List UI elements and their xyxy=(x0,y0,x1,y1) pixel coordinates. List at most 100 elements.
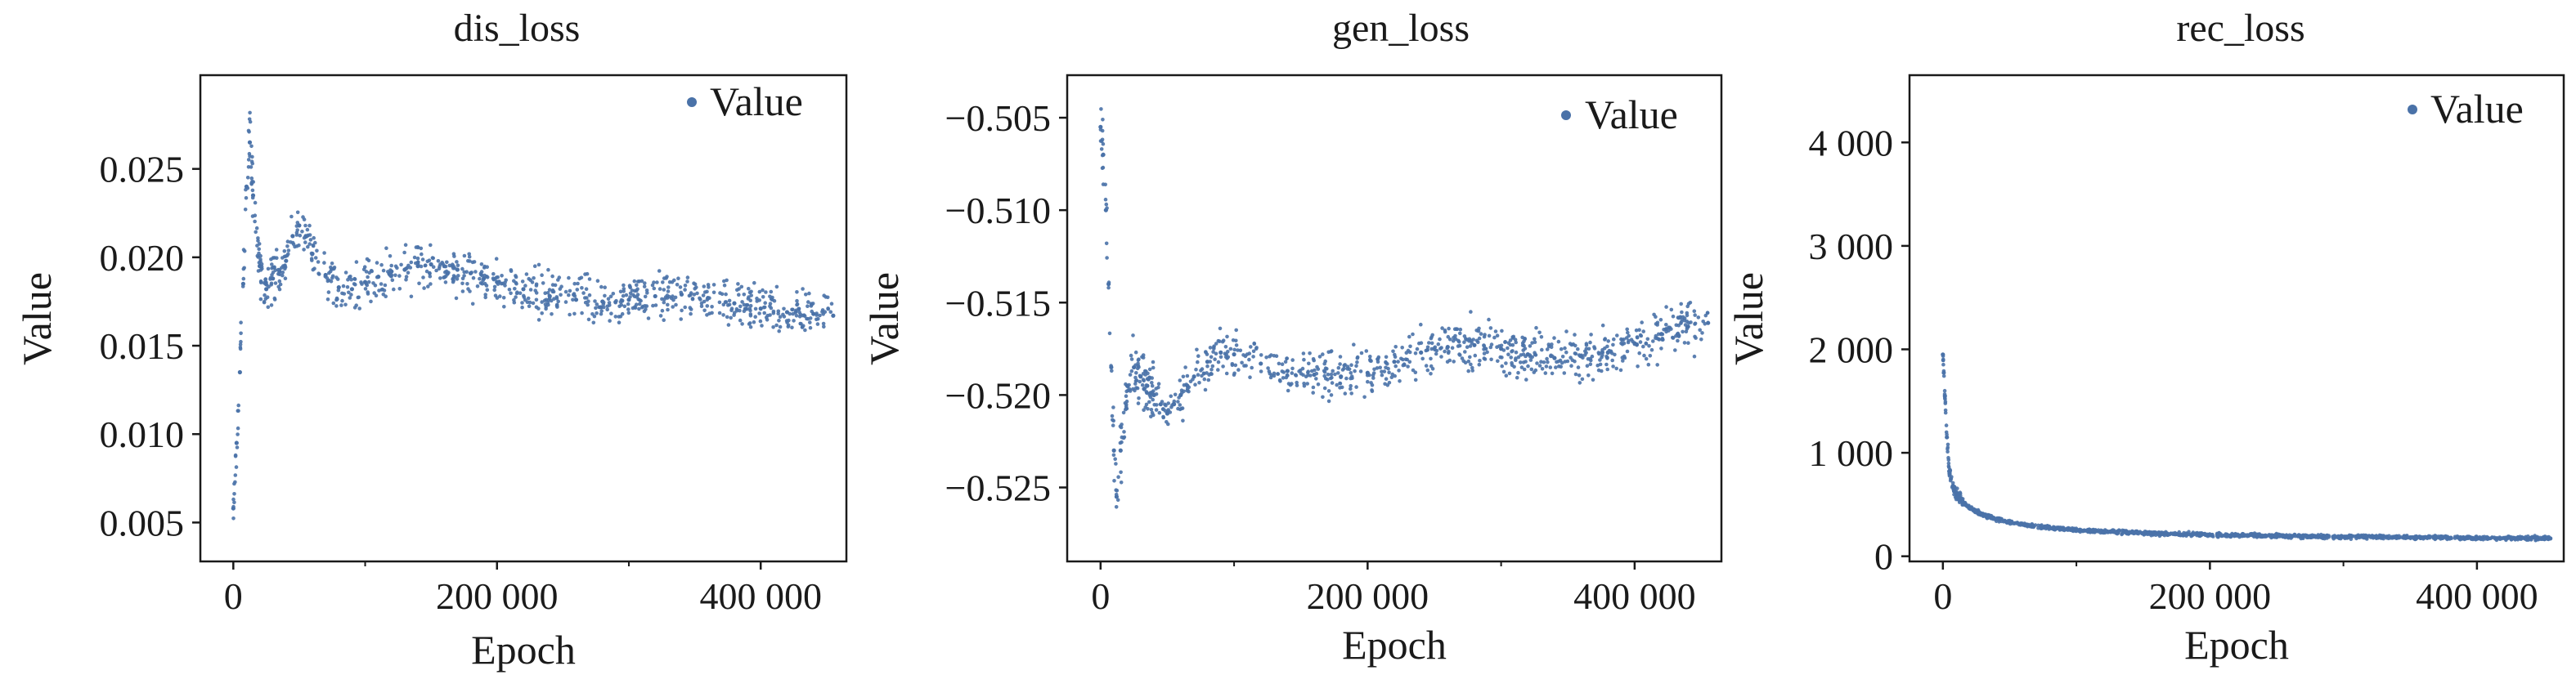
data-point xyxy=(301,215,305,219)
data-point xyxy=(807,291,811,296)
data-point xyxy=(382,288,387,293)
data-point xyxy=(1556,339,1561,344)
data-point xyxy=(1209,372,1214,377)
data-point xyxy=(509,269,514,274)
data-point xyxy=(1627,333,1631,338)
data-point xyxy=(1586,373,1591,378)
data-point xyxy=(1614,366,1618,371)
data-point xyxy=(559,284,563,289)
data-point xyxy=(1124,394,1129,399)
data-point xyxy=(1387,381,1392,385)
data-point xyxy=(2173,532,2178,536)
data-point xyxy=(366,275,370,279)
data-point xyxy=(753,315,757,320)
data-point xyxy=(255,253,260,258)
data-point xyxy=(290,234,295,239)
data-point xyxy=(233,480,237,485)
data-point xyxy=(478,281,483,285)
data-point xyxy=(403,243,408,248)
data-point xyxy=(1696,315,1701,320)
data-point xyxy=(390,278,395,283)
data-point xyxy=(1398,379,1402,383)
data-point xyxy=(771,311,776,315)
data-point xyxy=(1365,373,1370,378)
data-point xyxy=(462,270,466,275)
data-point xyxy=(465,282,469,286)
data-point xyxy=(1605,344,1609,349)
data-point xyxy=(617,320,622,325)
data-point xyxy=(1603,338,1607,342)
data-point xyxy=(1234,328,1238,333)
data-point xyxy=(409,294,414,299)
data-point xyxy=(1259,353,1263,357)
data-point xyxy=(643,281,647,285)
data-point xyxy=(1236,348,1240,352)
data-point xyxy=(1483,333,1487,337)
data-point xyxy=(2413,535,2417,539)
data-point xyxy=(1354,364,1358,369)
data-point xyxy=(365,283,370,288)
data-point xyxy=(1495,333,1500,338)
data-point xyxy=(1387,370,1391,375)
data-point xyxy=(1181,374,1186,379)
data-point xyxy=(1305,382,1309,386)
data-point xyxy=(1099,147,1104,151)
data-point xyxy=(1254,346,1259,350)
data-point xyxy=(1330,375,1334,380)
data-point xyxy=(403,266,408,271)
data-point xyxy=(617,315,622,319)
data-point xyxy=(1223,351,1227,356)
data-point xyxy=(1209,355,1214,360)
data-point xyxy=(1511,334,1516,339)
data-point xyxy=(268,275,273,280)
data-point xyxy=(1584,346,1589,351)
data-point xyxy=(613,315,618,319)
data-point xyxy=(1301,373,1305,378)
data-point xyxy=(1539,360,1543,364)
data-point xyxy=(631,306,635,311)
data-point xyxy=(1147,400,1151,405)
data-point xyxy=(1618,368,1623,373)
data-point xyxy=(1338,362,1342,366)
data-point xyxy=(389,273,394,277)
data-point xyxy=(1144,369,1148,373)
data-point xyxy=(609,311,613,316)
data-point xyxy=(1218,355,1223,360)
data-point xyxy=(1581,355,1585,360)
data-point xyxy=(250,188,255,193)
data-point xyxy=(492,284,497,289)
data-point xyxy=(456,263,460,268)
data-point xyxy=(381,268,386,273)
data-point xyxy=(322,261,326,265)
data-point xyxy=(1251,349,1256,354)
data-point xyxy=(1537,330,1542,335)
data-point xyxy=(451,279,456,284)
data-point xyxy=(2135,530,2140,534)
y-tick-label: 0.015 xyxy=(100,325,185,367)
data-point xyxy=(747,287,751,291)
data-point xyxy=(1447,338,1452,342)
data-point xyxy=(1286,382,1291,386)
data-point xyxy=(1166,408,1170,412)
data-point xyxy=(618,289,623,294)
data-point xyxy=(1380,369,1384,374)
data-point xyxy=(1119,470,1123,475)
data-point xyxy=(1359,351,1364,355)
x-axis-ticks: 0 200 000 400 000 xyxy=(1091,561,1696,617)
data-point xyxy=(1495,345,1499,350)
data-point xyxy=(431,256,435,261)
data-point xyxy=(2157,530,2161,535)
data-point xyxy=(563,289,568,294)
data-point xyxy=(2228,534,2233,539)
data-point xyxy=(1504,373,1509,378)
data-point xyxy=(1545,356,1549,361)
data-point xyxy=(795,298,799,303)
data-point xyxy=(705,289,709,294)
x-axis-label: Epoch xyxy=(2184,622,2289,668)
data-point xyxy=(592,314,597,319)
data-point xyxy=(2040,525,2045,530)
data-point xyxy=(249,176,254,181)
data-point xyxy=(1355,360,1359,364)
data-point xyxy=(1225,334,1229,339)
data-point xyxy=(237,369,242,375)
